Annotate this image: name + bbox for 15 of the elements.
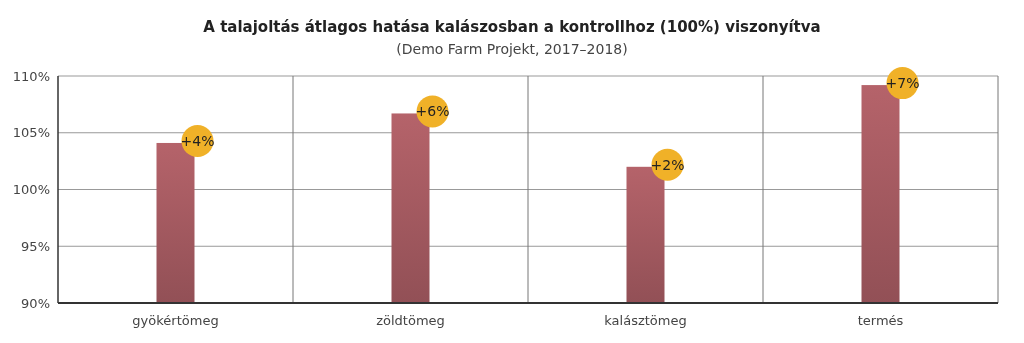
chart-title: A talajoltás átlagos hatása kalászosban a kontrollhoz (100%) viszonyítva (203, 18, 821, 36)
y-tick-label: 110% (12, 68, 50, 84)
x-tick-label: termés (857, 313, 904, 328)
y-tick-label: 90% (21, 295, 50, 311)
y-tick-label: 100% (12, 182, 50, 198)
x-tick-label: zöldtömeg (376, 313, 445, 328)
annotation: +7% (885, 74, 920, 91)
x-tick-label: kalásztömeg (604, 313, 687, 328)
x-tick-label: gyökértömeg (132, 313, 219, 328)
annotation: +2% (650, 156, 685, 173)
chart-subtitle: (Demo Farm Projekt, 2017–2018) (396, 41, 628, 57)
y-tick-label: 105% (12, 125, 50, 141)
annotation: +6% (415, 103, 450, 120)
annotation: +4% (180, 132, 215, 149)
y-tick-label: 95% (21, 238, 50, 254)
